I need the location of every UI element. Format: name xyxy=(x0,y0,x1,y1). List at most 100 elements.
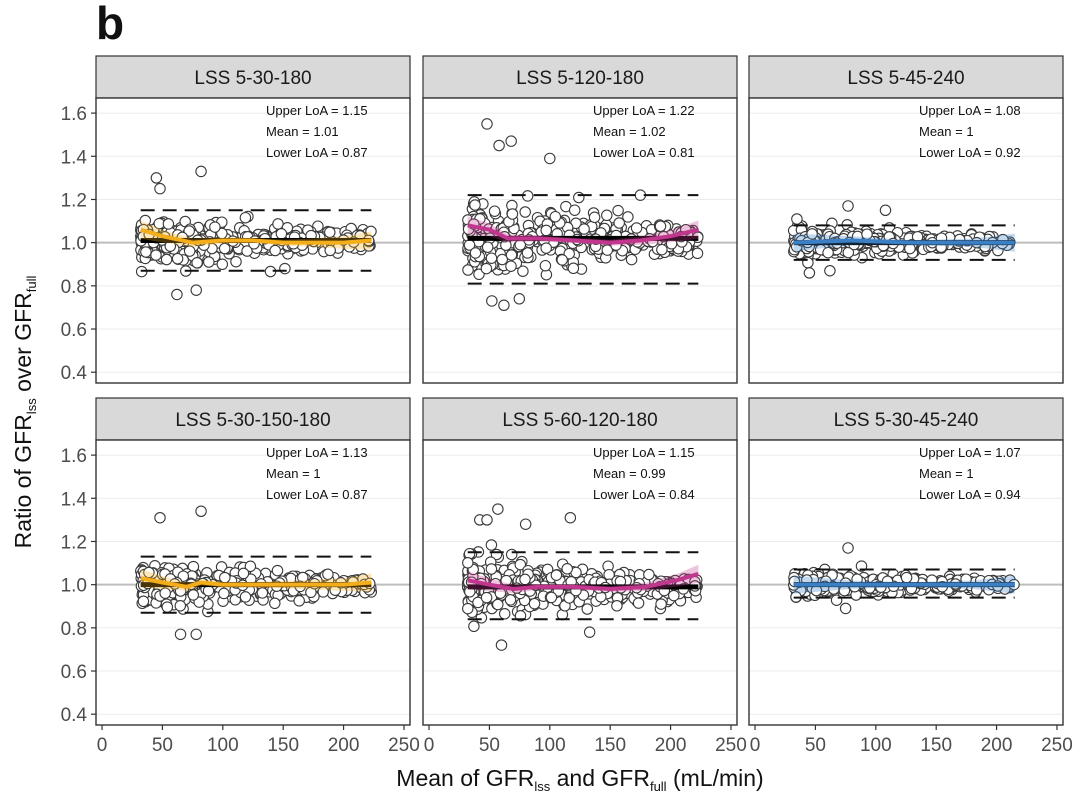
data-point xyxy=(209,221,221,233)
data-point xyxy=(622,211,634,223)
y-axis-title-part: full xyxy=(24,275,39,292)
x-tick-label: 100 xyxy=(207,735,239,756)
data-point xyxy=(239,211,252,224)
data-point xyxy=(481,241,494,253)
smooth-line xyxy=(140,576,372,589)
facet-title: LSS 5-30-45-240 xyxy=(834,410,979,431)
mean-annotation: Mean = 1.01 xyxy=(266,124,339,139)
data-point xyxy=(528,597,541,610)
upper-loa-annotation: Upper LoA = 1.13 xyxy=(266,445,368,460)
data-point xyxy=(216,258,229,271)
data-point xyxy=(150,172,163,184)
data-point xyxy=(578,223,590,235)
facet-title: LSS 5-120-180 xyxy=(516,68,644,89)
data-point xyxy=(154,182,166,195)
data-point xyxy=(140,246,152,258)
facet-strip xyxy=(422,55,738,99)
data-point xyxy=(830,594,843,606)
data-point xyxy=(322,568,334,581)
data-point xyxy=(160,253,173,266)
data-point xyxy=(625,253,638,266)
data-point xyxy=(601,209,613,222)
facet-title: LSS 5-30-180 xyxy=(194,68,311,89)
lower-loa-annotation: Lower LoA = 0.84 xyxy=(593,487,695,502)
data-point xyxy=(492,503,504,515)
facet-panel-3: LSS 5-45-240 Upper LoA = 1.08 Mean = 1 Lowe… xyxy=(748,55,1064,384)
data-point xyxy=(237,567,250,580)
facet-strip xyxy=(95,397,411,441)
data-point xyxy=(517,265,529,277)
data-point xyxy=(654,220,667,232)
y-tick-label: 0.6 xyxy=(61,662,87,683)
data-point xyxy=(842,542,854,554)
facet-panel-5: LSS 5-60-120-180 Upper LoA = 1.15 Mean = 0… xyxy=(422,397,747,756)
data-point xyxy=(492,598,504,611)
x-tick-label: 250 xyxy=(715,735,747,756)
x-tick-label: 200 xyxy=(981,735,1013,756)
y-tick-label: 1.4 xyxy=(61,489,88,510)
data-point xyxy=(485,563,498,575)
data-point xyxy=(545,591,558,604)
data-point xyxy=(506,208,519,220)
mean-annotation: Mean = 1 xyxy=(919,124,974,139)
x-tick-label: 200 xyxy=(328,735,360,756)
y-tick-label: 0.4 xyxy=(61,363,88,384)
x-tick-label: 0 xyxy=(424,735,435,756)
x-tick-label: 0 xyxy=(97,735,108,756)
data-point xyxy=(588,211,601,224)
facet-title: LSS 5-45-240 xyxy=(847,68,964,89)
data-point xyxy=(583,626,596,638)
data-point xyxy=(822,246,834,259)
data-point xyxy=(171,252,184,265)
y-axis-title: Ratio of GFRlss over GFRfull xyxy=(10,275,39,548)
upper-loa-annotation: Upper LoA = 1.22 xyxy=(593,103,695,118)
data-point xyxy=(613,217,625,229)
x-tick-label: 50 xyxy=(479,735,500,756)
data-point xyxy=(183,245,196,257)
y-axis-title-part: lss xyxy=(24,398,39,414)
data-point xyxy=(480,262,493,275)
data-point xyxy=(488,205,501,217)
data-point xyxy=(803,267,816,279)
upper-loa-annotation: Upper LoA = 1.15 xyxy=(266,103,368,118)
x-axis-title: Mean of GFRlss and GFRfull (mL/min) xyxy=(396,765,763,794)
data-point xyxy=(275,228,288,240)
data-point xyxy=(630,222,643,234)
data-point xyxy=(462,602,474,615)
data-point xyxy=(154,511,166,524)
data-point xyxy=(190,628,202,641)
data-point xyxy=(203,256,215,268)
data-point xyxy=(806,228,818,240)
y-tick-label: 1.6 xyxy=(61,104,87,125)
smooth-line xyxy=(467,223,699,245)
data-point xyxy=(202,585,215,597)
x-tick-label: 250 xyxy=(1041,735,1073,756)
y-tick-label: 1.0 xyxy=(61,234,87,255)
mean-annotation: Mean = 1 xyxy=(919,466,974,481)
mean-annotation: Mean = 0.99 xyxy=(593,466,666,481)
data-point xyxy=(171,288,183,301)
data-point xyxy=(244,560,257,573)
data-point xyxy=(519,518,532,530)
data-point xyxy=(513,293,526,305)
data-point xyxy=(462,557,474,569)
data-point xyxy=(612,204,624,217)
x-tick-label: 50 xyxy=(152,735,173,756)
y-tick-label: 1.4 xyxy=(61,147,88,168)
x-axis-title-part: lss xyxy=(534,779,550,794)
x-tick-label: 200 xyxy=(655,735,687,756)
data-point xyxy=(655,598,667,610)
data-point xyxy=(556,254,568,266)
data-point xyxy=(505,249,518,261)
upper-loa-annotation: Upper LoA = 1.15 xyxy=(593,445,695,460)
data-point xyxy=(218,242,231,255)
data-point xyxy=(493,139,505,152)
data-point xyxy=(191,257,203,269)
x-axis-title-part: and GFR xyxy=(550,765,650,791)
lower-loa-annotation: Lower LoA = 0.87 xyxy=(266,145,368,160)
data-point xyxy=(900,571,913,584)
data-point xyxy=(539,259,552,272)
y-axis-title-part: Ratio of GFR xyxy=(10,414,36,548)
facet-title: LSS 5-60-120-180 xyxy=(502,410,657,431)
